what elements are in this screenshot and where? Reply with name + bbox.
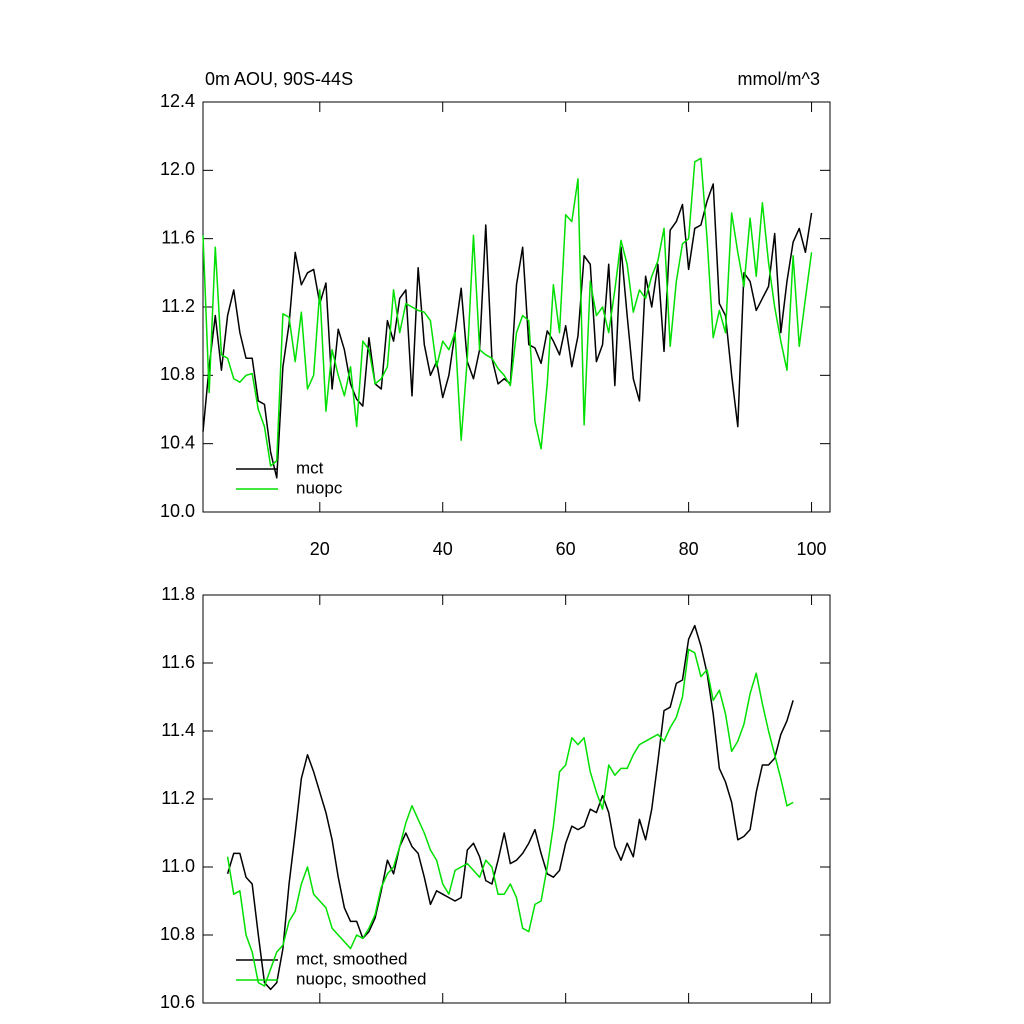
chart-title: 0m AOU, 90S-44S	[205, 69, 353, 89]
x-tick-label: 20	[310, 539, 330, 559]
y-tick-label: 11.2	[161, 296, 195, 316]
y-tick-label: 10.6	[160, 992, 195, 1012]
y-tick-label: 10.0	[160, 501, 195, 521]
data-line	[226, 624, 794, 991]
y-tick-label: 10.8	[160, 924, 195, 944]
units-label: mmol/m^3	[738, 69, 820, 89]
x-tick-label: 80	[679, 539, 699, 559]
legend-label: mct, smoothed	[296, 949, 408, 968]
y-tick-label: 11.4	[161, 720, 195, 740]
y-tick-label: 11.0	[161, 856, 195, 876]
y-tick-label: 12.0	[160, 159, 195, 179]
data-line	[202, 183, 813, 479]
x-tick-label: 60	[556, 539, 576, 559]
plot-frame	[202, 101, 831, 513]
y-tick-label: 11.6	[161, 652, 195, 672]
y-tick-label: 12.4	[160, 91, 195, 111]
legend-label: mct	[296, 458, 324, 477]
legend-label: nuopc, smoothed	[296, 969, 426, 988]
y-tick-label: 11.6	[161, 227, 195, 247]
y-tick-label: 11.2	[161, 788, 195, 808]
y-tick-label: 11.8	[161, 584, 195, 604]
y-tick-label: 10.8	[160, 364, 195, 384]
plot-frame	[202, 594, 831, 1004]
x-tick-label: 100	[797, 539, 827, 559]
data-line	[202, 157, 813, 467]
legend-label: nuopc	[296, 478, 343, 497]
x-tick-label: 40	[433, 539, 453, 559]
data-line	[226, 648, 794, 987]
y-tick-label: 10.4	[160, 432, 195, 452]
